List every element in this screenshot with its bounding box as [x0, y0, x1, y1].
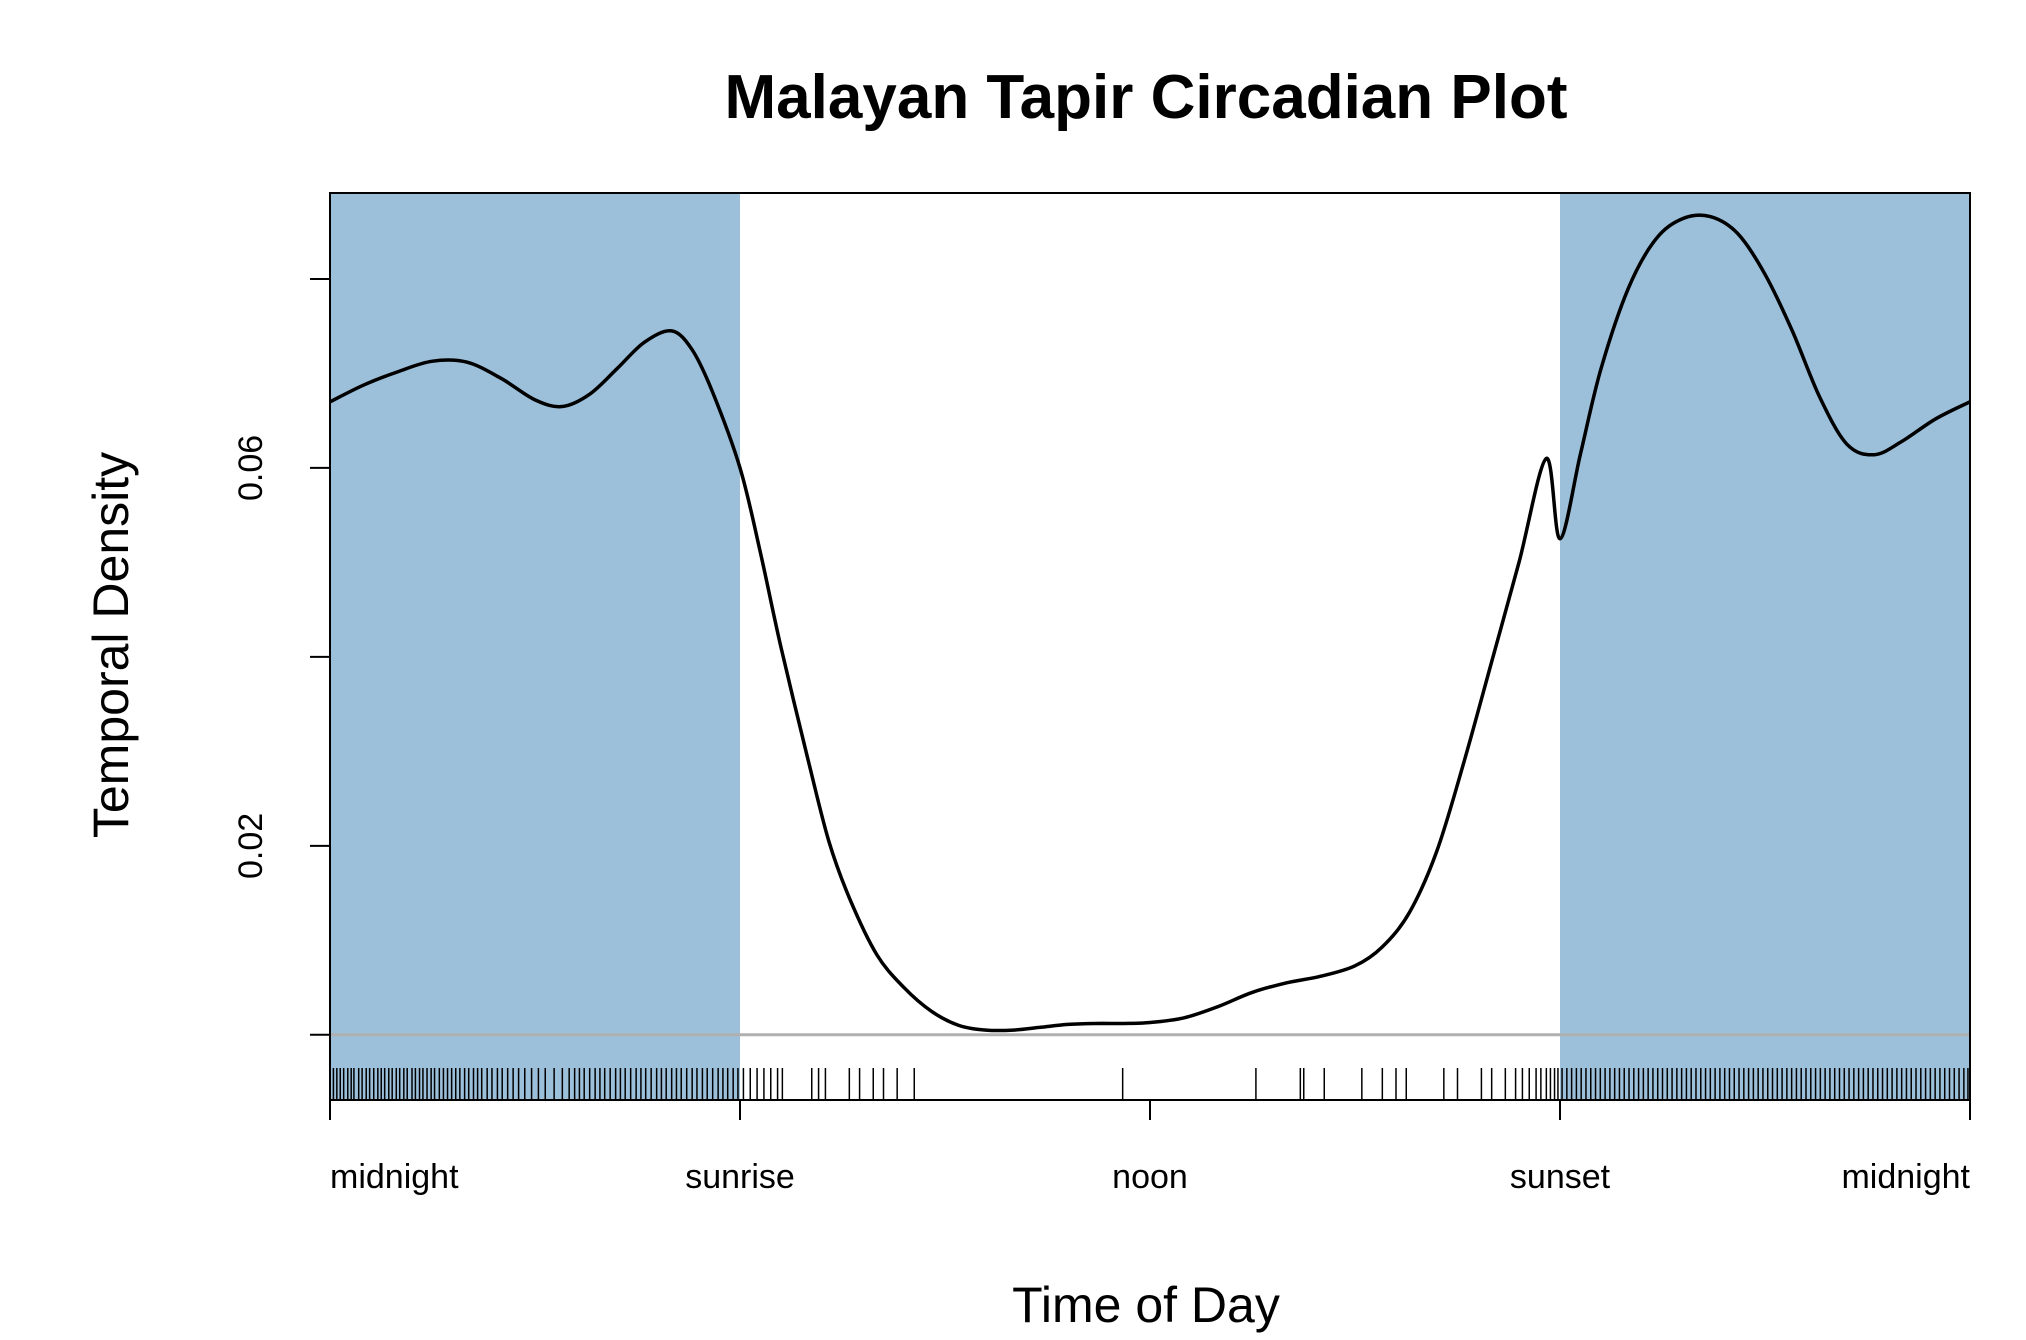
- night-band-1: [330, 193, 740, 1100]
- density-curve: [329, 213, 1971, 1033]
- x-tick-label: noon: [1112, 1158, 1188, 1196]
- x-tick-label: sunrise: [685, 1158, 795, 1196]
- x-tick-label: midnight: [330, 1158, 459, 1196]
- y-tick-label: 0.02: [232, 813, 270, 879]
- plot-area: [329, 192, 1971, 1101]
- chart-title: Malayan Tapir Circadian Plot: [725, 63, 1568, 132]
- x-tick-label: sunset: [1510, 1158, 1611, 1196]
- x-axis-title: Time of Day: [1012, 1277, 1280, 1333]
- y-axis: 0.02 0.06: [232, 277, 330, 1036]
- night-band-2: [1560, 193, 1970, 1100]
- x-tick-label: midnight: [1841, 1158, 1970, 1196]
- y-tick-label: 0.06: [232, 435, 270, 501]
- y-axis-title: Temporal Density: [83, 452, 139, 838]
- x-axis: midnight sunrise noon sunset midnight: [329, 1100, 1971, 1196]
